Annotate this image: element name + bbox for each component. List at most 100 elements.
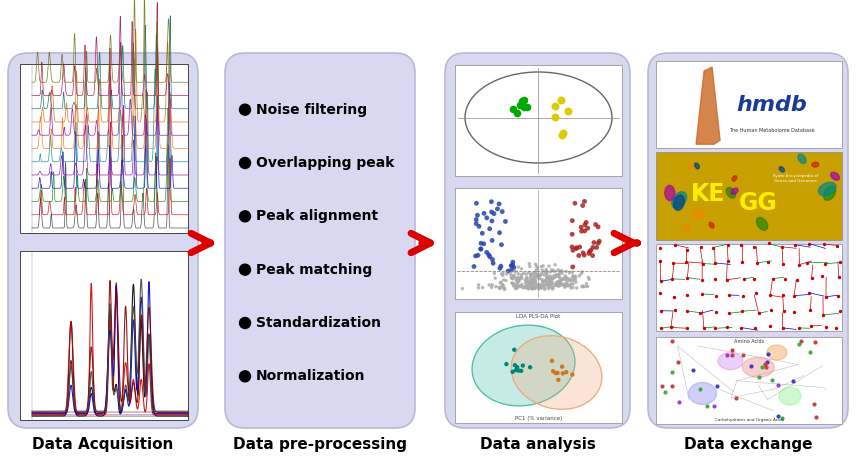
Point — [519, 282, 532, 290]
Point — [552, 273, 566, 281]
Point — [559, 274, 573, 281]
Circle shape — [240, 264, 251, 275]
Point — [734, 324, 748, 331]
Point — [720, 323, 734, 331]
Text: KE: KE — [691, 182, 725, 206]
Point — [653, 258, 667, 265]
Point — [564, 280, 578, 288]
Point — [589, 221, 603, 228]
Point — [710, 382, 724, 389]
Point — [509, 285, 523, 293]
Point — [553, 280, 567, 288]
Point — [736, 292, 750, 300]
Point — [561, 279, 574, 286]
Point — [680, 258, 693, 266]
Point — [513, 276, 526, 284]
Point — [556, 275, 570, 282]
Point — [506, 258, 520, 266]
Point — [510, 284, 524, 292]
Ellipse shape — [511, 336, 602, 409]
Point — [528, 269, 542, 276]
Point — [504, 262, 518, 269]
Point — [654, 307, 668, 314]
Point — [560, 282, 574, 289]
Point — [559, 369, 573, 376]
Point — [512, 282, 526, 289]
Point — [504, 266, 518, 274]
Point — [532, 285, 545, 293]
Point — [496, 276, 510, 283]
Point — [708, 325, 722, 332]
Point — [564, 284, 578, 292]
Point — [496, 272, 509, 279]
Ellipse shape — [830, 172, 840, 180]
Point — [489, 283, 502, 290]
Ellipse shape — [823, 186, 835, 200]
Point — [681, 292, 694, 299]
Point — [534, 263, 548, 270]
Text: hmdb: hmdb — [736, 94, 806, 115]
Point — [544, 277, 557, 284]
Point — [529, 279, 543, 287]
Point — [485, 281, 499, 288]
Text: Data analysis: Data analysis — [479, 438, 596, 452]
Point — [534, 284, 548, 292]
Point — [508, 268, 522, 275]
Point — [510, 363, 524, 371]
Point — [566, 263, 580, 270]
Point — [515, 98, 529, 105]
Point — [508, 274, 522, 282]
Point — [553, 267, 567, 275]
Point — [580, 280, 593, 288]
Point — [665, 368, 679, 375]
Point — [562, 275, 576, 283]
Point — [710, 308, 723, 316]
Ellipse shape — [779, 167, 784, 172]
Point — [477, 240, 490, 248]
Point — [578, 198, 591, 205]
Point — [487, 210, 501, 217]
Point — [521, 278, 535, 285]
Point — [497, 285, 511, 293]
Point — [793, 341, 806, 348]
Point — [817, 240, 830, 248]
Point — [507, 280, 520, 287]
Point — [748, 325, 762, 332]
Point — [762, 240, 776, 247]
Point — [537, 282, 550, 289]
Ellipse shape — [710, 222, 714, 228]
Point — [573, 272, 586, 280]
Point — [566, 247, 580, 254]
Circle shape — [240, 318, 251, 329]
Point — [497, 284, 511, 291]
Point — [667, 259, 681, 267]
Point — [752, 309, 765, 317]
Point — [495, 241, 508, 249]
Point — [523, 263, 537, 270]
Point — [514, 275, 528, 282]
Point — [480, 249, 494, 256]
Point — [508, 346, 521, 353]
Point — [793, 324, 806, 332]
Ellipse shape — [688, 163, 693, 169]
Point — [776, 291, 790, 299]
Point — [788, 241, 802, 249]
Point — [495, 283, 508, 291]
Circle shape — [240, 157, 251, 169]
Point — [519, 283, 532, 290]
Point — [542, 274, 556, 282]
Point — [566, 284, 580, 291]
Point — [751, 259, 764, 267]
Text: Peak alignment: Peak alignment — [256, 209, 378, 223]
Text: Standardization: Standardization — [256, 316, 381, 330]
Point — [469, 216, 483, 223]
Ellipse shape — [779, 387, 801, 405]
Point — [477, 210, 490, 217]
Point — [493, 285, 507, 292]
Point — [506, 261, 520, 269]
Point — [528, 285, 542, 292]
Point — [560, 274, 574, 282]
Point — [509, 276, 523, 284]
Point — [586, 252, 599, 259]
Ellipse shape — [818, 182, 836, 196]
